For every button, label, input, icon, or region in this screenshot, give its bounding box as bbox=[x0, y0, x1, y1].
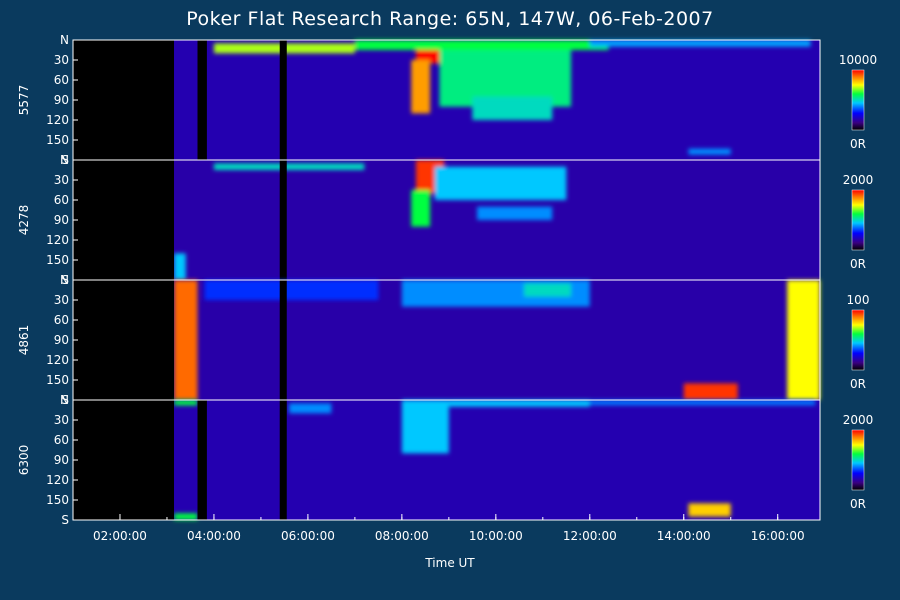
emission-feature bbox=[688, 503, 731, 517]
colorbar bbox=[851, 189, 865, 251]
y-tick-label: 120 bbox=[46, 353, 69, 367]
colorbar-min-label: 0R bbox=[850, 497, 866, 511]
no-data-band bbox=[73, 280, 175, 400]
y-tick-label: N bbox=[60, 273, 69, 287]
chart-title: Poker Flat Research Range: 65N, 147W, 06… bbox=[186, 8, 714, 30]
emission-feature bbox=[688, 148, 731, 155]
y-tick-label: 60 bbox=[54, 313, 69, 327]
emission-feature bbox=[448, 400, 590, 407]
y-tick-label: 90 bbox=[54, 453, 69, 467]
colorbar-max-label: 2000 bbox=[843, 413, 874, 427]
y-tick-label: S bbox=[61, 513, 69, 527]
y-tick-label: N bbox=[60, 393, 69, 407]
y-tick-label: N bbox=[60, 153, 69, 167]
emission-feature bbox=[434, 166, 567, 200]
y-tick-label: S bbox=[61, 393, 69, 407]
colorbar bbox=[851, 309, 865, 371]
y-tick-label: 90 bbox=[54, 93, 69, 107]
panel-4861: N 30 60 90 120 150 S 4861 100 0R bbox=[17, 273, 869, 407]
emission-feature bbox=[289, 403, 332, 414]
x-tick-label: 02:00:00 bbox=[93, 529, 147, 543]
colorbar bbox=[851, 69, 865, 131]
emission-feature bbox=[174, 253, 186, 280]
panel-label: 4278 bbox=[17, 205, 31, 236]
y-tick-label: 120 bbox=[46, 473, 69, 487]
x-axis-label: Time UT bbox=[425, 556, 475, 570]
emission-feature bbox=[787, 280, 820, 400]
emission-feature bbox=[683, 383, 738, 400]
emission-feature bbox=[411, 190, 431, 227]
y-tick-label: 90 bbox=[54, 213, 69, 227]
colorbar-min-label: 0R bbox=[850, 257, 866, 271]
no-data-band bbox=[279, 400, 287, 520]
y-tick-label: 60 bbox=[54, 73, 69, 87]
y-tick-label: 90 bbox=[54, 333, 69, 347]
emission-feature bbox=[401, 400, 449, 454]
emission-feature bbox=[204, 280, 379, 300]
x-tick-label: 04:00:00 bbox=[187, 529, 241, 543]
panel-features bbox=[174, 400, 816, 520]
y-tick-label: 30 bbox=[54, 53, 69, 67]
y-tick-label: 30 bbox=[54, 293, 69, 307]
colorbar-max-label: 10000 bbox=[839, 53, 877, 67]
emission-feature bbox=[213, 163, 365, 170]
y-tick-label: 30 bbox=[54, 173, 69, 187]
emission-feature bbox=[589, 40, 811, 47]
x-tick-label: 16:00:00 bbox=[751, 529, 805, 543]
emission-feature bbox=[472, 96, 553, 120]
panel-label: 6300 bbox=[17, 445, 31, 476]
panel-5577: N 30 60 90 120 150 S 5577 10000 0R bbox=[17, 33, 877, 167]
no-data-band bbox=[197, 400, 207, 520]
y-tick-label: 120 bbox=[46, 233, 69, 247]
emission-feature bbox=[524, 283, 571, 297]
emission-feature bbox=[477, 206, 553, 220]
emission-feature bbox=[174, 513, 198, 520]
emission-feature bbox=[174, 400, 198, 406]
x-tick-label: 10:00:00 bbox=[469, 529, 523, 543]
colorbar bbox=[851, 429, 865, 491]
emission-feature bbox=[174, 280, 198, 400]
x-tick-label: 08:00:00 bbox=[375, 529, 429, 543]
y-tick-label: 150 bbox=[46, 253, 69, 267]
panel-label: 5577 bbox=[17, 85, 31, 116]
y-tick-label: 60 bbox=[54, 193, 69, 207]
no-data-band bbox=[197, 40, 207, 160]
y-tick-label: S bbox=[61, 273, 69, 287]
no-data-band bbox=[279, 160, 287, 280]
panel-4278: N 30 60 90 120 150 S 4278 2000 0R bbox=[17, 153, 873, 287]
no-data-band bbox=[73, 40, 175, 160]
colorbar-min-label: 0R bbox=[850, 377, 866, 391]
panel-features bbox=[174, 160, 567, 280]
y-tick-label: N bbox=[60, 33, 69, 47]
panel-6300: N 30 60 90 120 150 S 6300 2000 0R bbox=[17, 393, 873, 527]
no-data-band bbox=[73, 400, 175, 520]
panel-features bbox=[174, 280, 820, 400]
no-data-band bbox=[279, 280, 287, 400]
y-tick-label: 150 bbox=[46, 493, 69, 507]
y-tick-label: 30 bbox=[54, 413, 69, 427]
x-tick-label: 14:00:00 bbox=[657, 529, 711, 543]
x-tick-label: 06:00:00 bbox=[281, 529, 335, 543]
y-tick-label: 60 bbox=[54, 433, 69, 447]
colorbar-max-label: 100 bbox=[847, 293, 870, 307]
no-data-band bbox=[73, 160, 175, 280]
emission-feature bbox=[411, 60, 431, 114]
y-tick-label: 150 bbox=[46, 133, 69, 147]
y-tick-label: 120 bbox=[46, 113, 69, 127]
no-data-band bbox=[279, 40, 287, 160]
emission-feature bbox=[354, 40, 609, 50]
colorbar-min-label: 0R bbox=[850, 137, 866, 151]
y-tick-label: 150 bbox=[46, 373, 69, 387]
panel-label: 4861 bbox=[17, 325, 31, 356]
emission-feature bbox=[589, 400, 816, 406]
colorbar-max-label: 2000 bbox=[843, 173, 874, 187]
y-tick-label: S bbox=[61, 153, 69, 167]
x-tick-label: 12:00:00 bbox=[563, 529, 617, 543]
